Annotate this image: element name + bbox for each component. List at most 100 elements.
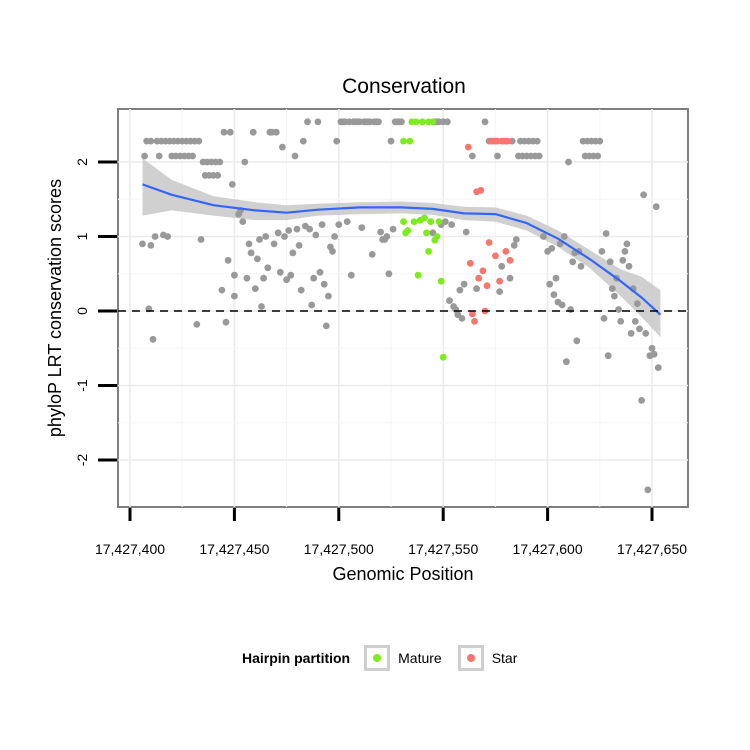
smooth-line-layer [142,183,662,316]
point-mature [412,118,420,126]
point-other [569,258,577,266]
point-other [299,137,307,145]
y-tick-label: 1 [74,232,90,240]
point-other [239,218,247,226]
point-other [654,364,662,371]
point-other [189,152,197,160]
point-other [448,221,455,229]
point-other [638,397,645,404]
point-other [625,262,633,270]
point-mature [410,218,418,226]
point-other [510,242,518,249]
legend-key-mature [364,645,391,671]
point-other [276,268,284,276]
point-other [256,236,263,243]
point-star [469,310,476,318]
x-tick-label: 17,427,550 [408,541,478,557]
point-other [358,224,366,232]
point-star [504,137,512,145]
legend-title: Hairpin partition [242,650,351,666]
point-other [228,181,236,188]
point-star [485,239,493,246]
point-other [243,274,251,282]
point-other [155,152,163,160]
point-other [147,242,155,249]
point-other [274,229,282,237]
point-other [648,344,656,352]
point-mature [437,277,445,285]
point-other [506,274,514,282]
point-other [314,118,322,126]
point-other [469,152,476,160]
point-other [297,286,305,294]
point-other [322,322,330,330]
point-other [285,227,293,234]
point-other [548,245,556,252]
point-other [368,251,376,258]
point-other [325,292,332,300]
point-other [147,137,155,145]
point-mature [400,137,407,145]
point-other [389,225,397,233]
point-other [287,271,295,279]
point-mature [418,118,426,126]
point-other [608,285,616,292]
smooth-line [142,183,662,316]
x-tick-label: 17,427,450 [199,541,269,557]
point-other [164,233,172,240]
point-other [546,280,554,288]
point-mature [423,229,430,237]
x-axis-label: Genomic Position [332,564,473,584]
point-star [492,252,499,260]
point-other [222,318,230,326]
point-other [331,233,338,240]
point-other [598,248,606,255]
point-other [289,249,297,257]
point-other [335,221,343,229]
point-other [642,330,650,337]
point-other [320,280,328,288]
point-other [333,137,341,145]
point-other [231,271,238,279]
point-other [512,236,520,243]
point-mature [435,218,443,226]
point-star [479,267,487,275]
y-tick-label: 2 [74,158,90,166]
point-other [141,152,149,160]
point-mature [433,233,441,240]
point-other [195,137,203,145]
point-other [611,292,618,300]
point-star [475,274,483,282]
point-other [306,225,313,233]
point-other [343,218,351,226]
point-other [310,274,318,282]
point-other [594,152,602,160]
point-other [550,291,558,298]
point-other [604,352,612,360]
point-other [565,158,572,166]
point-other [552,274,560,282]
point-other [617,318,625,325]
point-other [533,137,541,145]
point-other [251,285,259,292]
point-other [458,315,466,322]
point-other [291,152,299,160]
legend-label-star: Star [491,650,518,666]
point-other [446,297,453,304]
point-star [464,143,472,151]
point-mature [406,137,414,145]
y-tick-label: -1 [74,379,90,392]
point-other [260,274,267,282]
point-other [254,255,261,263]
point-other [636,325,643,333]
grid-lines [118,109,688,507]
y-tick-label: -2 [74,454,90,467]
point-other [245,240,253,248]
point-other [496,288,503,295]
point-other [558,301,566,309]
legend-key-star [457,645,484,671]
point-other [241,158,249,166]
point-other [444,118,451,126]
point-other [312,231,320,239]
point-other [650,350,658,358]
